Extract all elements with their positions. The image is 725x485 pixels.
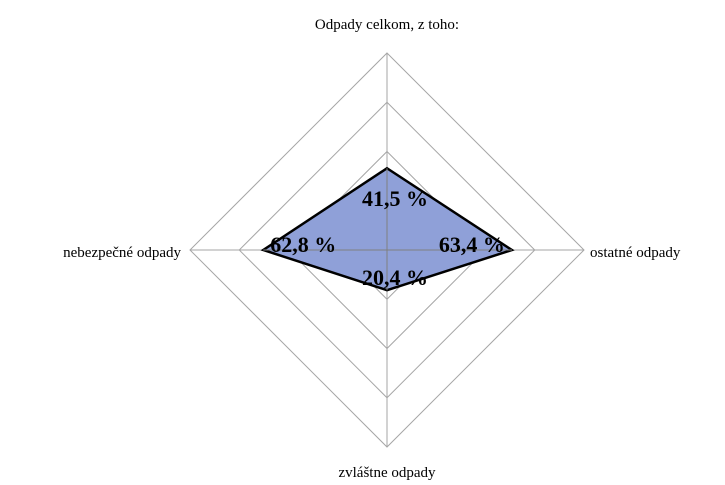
series-layer (260, 166, 515, 292)
data-label: 41,5 % (362, 186, 428, 211)
data-labels: 41,5 % 63,4 % 20,4 % 62,8 % (270, 186, 505, 290)
data-label: 20,4 % (362, 265, 428, 290)
axis-label-odpady-celkom: Odpady celkom, z toho: (315, 17, 459, 33)
axis-label-nebezpecne-odpady: nebezpečné odpady (63, 245, 181, 261)
axis-label-ostatne-odpady: ostatné odpady (590, 245, 681, 261)
data-label: 62,8 % (270, 232, 336, 257)
data-label: 63,4 % (439, 232, 505, 257)
axis-label-zvlastne-odpady: zvláštne odpady (338, 465, 436, 481)
